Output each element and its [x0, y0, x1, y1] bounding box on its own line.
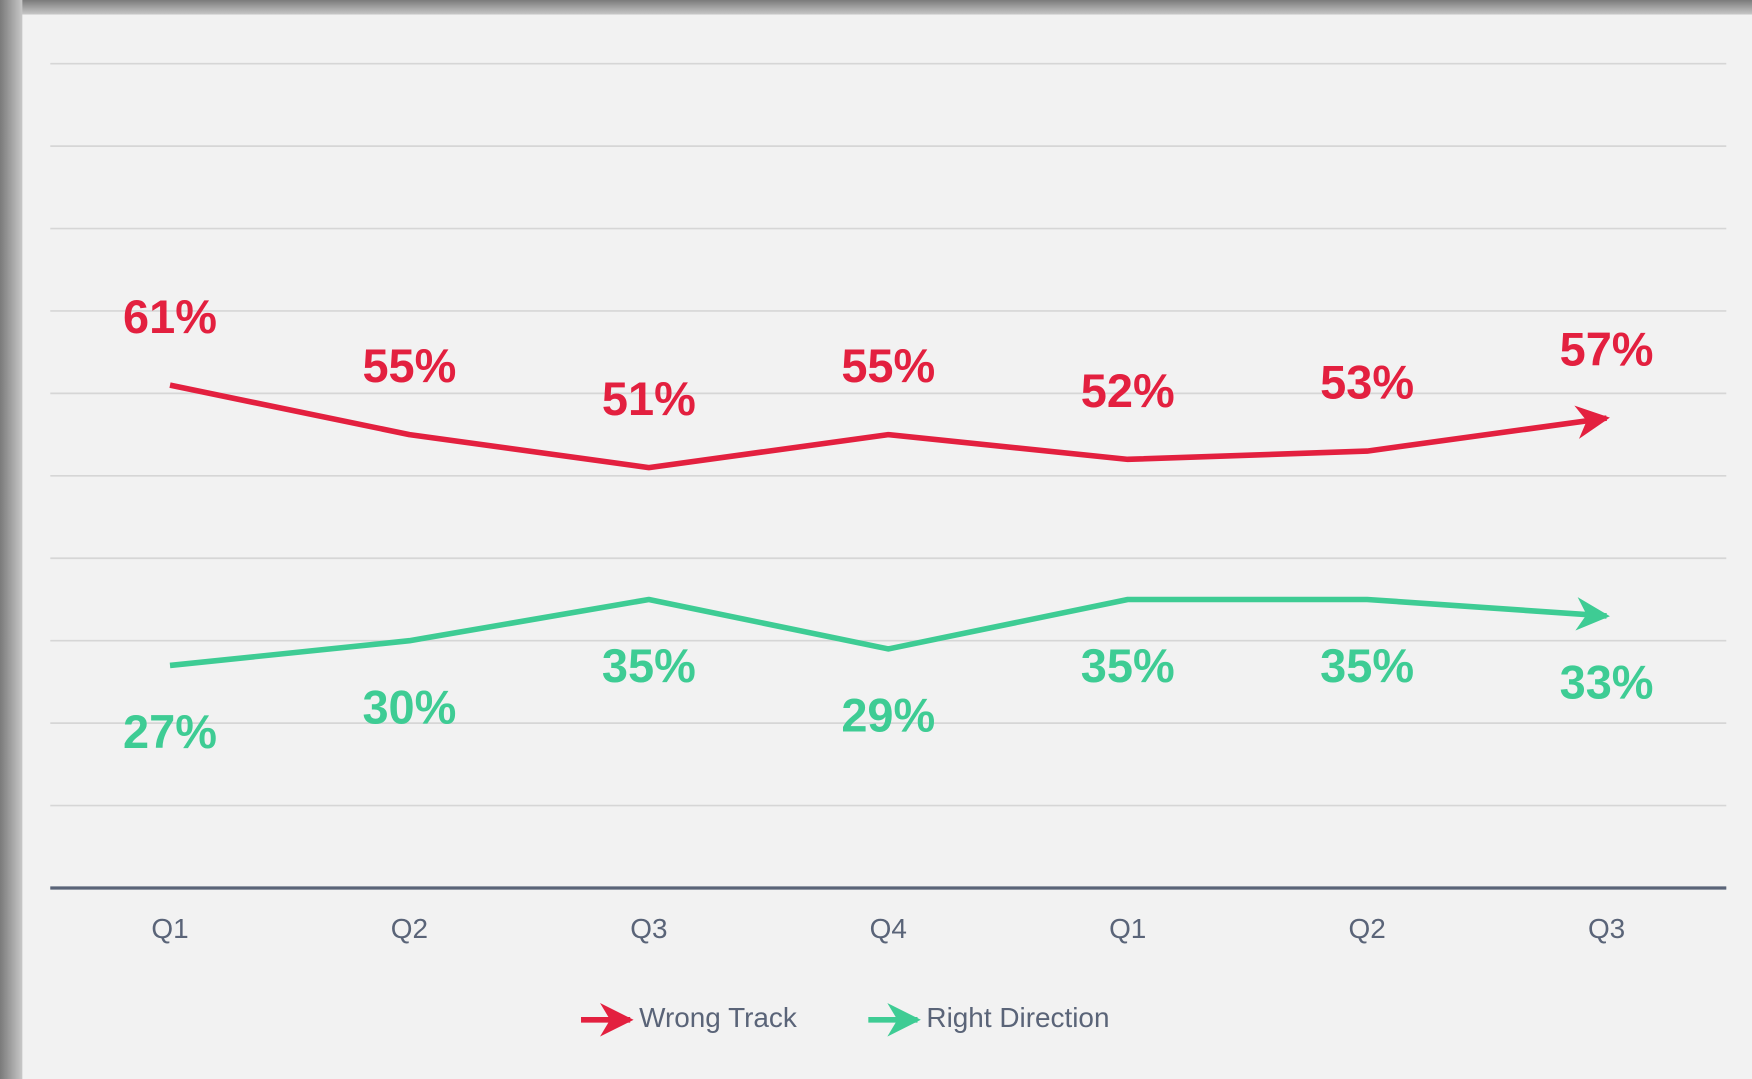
data-label: 35%: [1320, 640, 1414, 692]
data-label: 30%: [362, 681, 456, 733]
x-tick-label: Q3: [630, 913, 667, 944]
frame-top: [0, 0, 1752, 15]
line: [169, 596, 1610, 669]
data-label: 61%: [123, 291, 217, 343]
data-label: 52%: [1081, 365, 1175, 417]
x-tick-label: Q1: [151, 913, 188, 944]
data-label: 53%: [1320, 357, 1414, 409]
data-label: 27%: [123, 706, 217, 758]
legend: Wrong Track Right Direction: [581, 1002, 1109, 1037]
data-label: 35%: [602, 640, 696, 692]
data-label: 55%: [841, 340, 935, 392]
x-tick-label: Q1: [1109, 913, 1146, 944]
legend-label: Wrong Track: [639, 1002, 797, 1033]
data-label: 57%: [1560, 324, 1654, 376]
line: [169, 382, 1610, 471]
frame-left: [0, 0, 23, 1079]
data-label: 51%: [602, 373, 696, 425]
x-tick-label: Q3: [1588, 913, 1625, 944]
plot: Q1 Q2 Q3 Q4 Q1 Q2 Q3 61% 55% 51% 55% 52% 53% 57% 27% 30…: [50, 62, 1727, 1037]
data-label: 35%: [1081, 640, 1175, 692]
data-label: 29%: [841, 690, 935, 742]
legend-label: Right Direction: [926, 1002, 1109, 1033]
x-tick-label: Q2: [1349, 913, 1386, 944]
data-label: 55%: [362, 340, 456, 392]
x-tick-label: Q2: [391, 913, 428, 944]
x-tick-label: Q4: [870, 913, 907, 944]
data-label: 33%: [1560, 657, 1654, 709]
